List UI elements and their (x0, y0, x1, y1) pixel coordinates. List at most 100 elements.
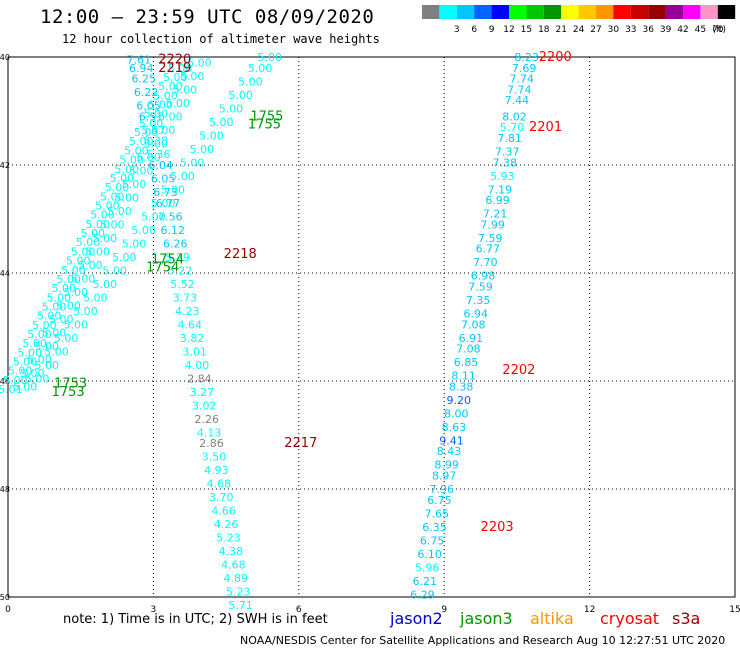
swh-value-2200: 6.85 (454, 356, 479, 369)
swh-value-1754: 5.00 (129, 164, 154, 177)
swh-value-2217: 2.26 (194, 413, 219, 426)
swh-value-1755: 5.00 (54, 332, 79, 345)
x-tick-label: 9 (441, 605, 447, 615)
swh-value-2200: 7.44 (505, 94, 530, 107)
legend-swatch (578, 5, 596, 19)
swh-value-2200: 8.99 (434, 459, 459, 472)
y-tick-label: -50 (0, 593, 10, 602)
swh-value-2217: 4.64 (178, 318, 203, 331)
swh-value-1753: 5.00 (100, 190, 125, 203)
swh-value-2200: 8.00 (444, 407, 469, 420)
swh-value-1755: 5.00 (228, 89, 253, 102)
legend-label: 42 (677, 25, 688, 35)
pass-time-label: 1754 (146, 261, 179, 276)
swh-value-1753: 5.00 (158, 80, 183, 93)
legend-label: 9 (489, 25, 495, 35)
x-tick-label: 15 (729, 605, 740, 615)
swh-value-1755: 5.00 (44, 345, 69, 358)
swh-value-1754: 5.00 (85, 245, 110, 258)
swh-value-1754: 5.00 (187, 56, 212, 69)
swh-value-2200: 8.23 (514, 51, 539, 64)
swh-value-2200: 6.75 (420, 534, 445, 547)
pass-time-label: 2218 (224, 247, 257, 262)
legend-unit: (ft) (712, 25, 726, 35)
legend-label: 30 (608, 25, 620, 35)
swh-value-1755: 5.00 (209, 116, 234, 129)
swh-value-2217: 6.73 (153, 186, 178, 199)
swh-value-2217: 4.68 (207, 478, 232, 491)
swh-value-2217: 3.73 (173, 291, 198, 304)
swh-value-2200: 8.43 (437, 445, 462, 458)
swh-value-2217: 6.25 (131, 73, 156, 86)
swh-value-1755: 5.00 (102, 264, 127, 277)
pass-time-label: 2217 (284, 436, 317, 451)
legend-label: 27 (590, 25, 601, 35)
swh-value-2200: 6.29 (410, 588, 435, 601)
satellite-s3a: s3a (672, 609, 701, 628)
swh-value-1754: 5.00 (100, 218, 125, 231)
legend-swatch (422, 5, 440, 19)
swh-value-1755: 5.00 (64, 318, 89, 331)
legend-label: 33 (625, 25, 636, 35)
swh-value-2200: 6.75 (427, 494, 452, 507)
x-tick-label: 6 (296, 605, 302, 615)
swh-value-2217: 2.86 (199, 437, 224, 450)
swh-value-2217: 4.00 (185, 359, 210, 372)
swh-value-1753: 5.00 (105, 181, 130, 194)
swh-value-2200: 6.98 (471, 270, 496, 283)
swh-value-2217: 3.02 (192, 399, 217, 412)
swh-value-2200: 7.21 (483, 208, 508, 221)
swh-value-1753: 5.01 (0, 383, 23, 396)
y-tick-label: -46 (0, 377, 10, 386)
legend-label: 3 (454, 25, 460, 35)
swh-value-2217: 3.50 (202, 451, 227, 464)
swh-value-1753: 5.00 (37, 310, 62, 323)
legend-label: 12 (503, 25, 514, 35)
swh-value-2200: 7.19 (488, 183, 513, 196)
swh-value-2200: 6.91 (459, 332, 484, 345)
swh-value-2200: 7.96 (430, 483, 455, 496)
swh-value-1753: 5.00 (114, 163, 139, 176)
swh-value-1754: 5.00 (107, 205, 132, 218)
swh-value-1755: 5.00 (112, 251, 137, 264)
swh-value-2200: 8.11 (451, 370, 476, 383)
swh-value-1755: 5.00 (25, 372, 50, 385)
pass-time-label: 2200 (539, 50, 572, 65)
legend-label: 24 (573, 25, 585, 35)
swh-value-2217: 6.04 (148, 159, 173, 172)
page-subtitle: 12 hour collection of altimeter wave hei… (62, 32, 380, 46)
y-tick-label: -40 (0, 53, 10, 62)
swh-value-2200: 7.37 (495, 146, 520, 159)
swh-value-2217: 4.66 (211, 505, 236, 518)
legend-label: 21 (555, 25, 566, 35)
legend-swatch (596, 5, 614, 19)
swh-value-2200: 7.08 (456, 343, 481, 356)
swh-value-1753: 5.00 (13, 356, 38, 369)
y-tick-label: -48 (0, 485, 10, 494)
pass-time-label: 2201 (529, 120, 562, 135)
swh-value-2200: 7.35 (466, 294, 491, 307)
swh-value-2200: 7.59 (468, 281, 493, 294)
swh-value-1755: 5.00 (141, 210, 166, 223)
swh-value-2217: 4.23 (175, 305, 200, 318)
swh-value-1753: 5.00 (32, 319, 57, 332)
swh-value-2217: 7.61 (127, 54, 152, 67)
legend-swatch (561, 5, 579, 19)
legend-swatch (456, 5, 475, 19)
swh-value-1753: 5.00 (56, 273, 81, 286)
swh-value-1753: 5.00 (3, 374, 28, 387)
swh-value-2217: 5.29 (165, 251, 190, 264)
swh-value-1754: 5.00 (71, 272, 96, 285)
swh-value-1753: 5.00 (129, 135, 154, 148)
swh-value-1754: 5.00 (93, 232, 118, 245)
swh-value-1754: 5.00 (49, 313, 74, 326)
swh-value-1755: 5.00 (73, 305, 98, 318)
pass-time-label: 1754 (151, 253, 184, 268)
swh-value-1755: 5.00 (257, 51, 282, 64)
y-tick-label: -44 (0, 269, 10, 278)
swh-value-2200: 7.99 (480, 218, 505, 231)
legend-swatch (630, 5, 649, 19)
swh-value-2200: 7.65 (425, 507, 450, 520)
swh-value-2217: 6.12 (161, 224, 186, 237)
pass-time-label: 2220 (158, 53, 191, 68)
